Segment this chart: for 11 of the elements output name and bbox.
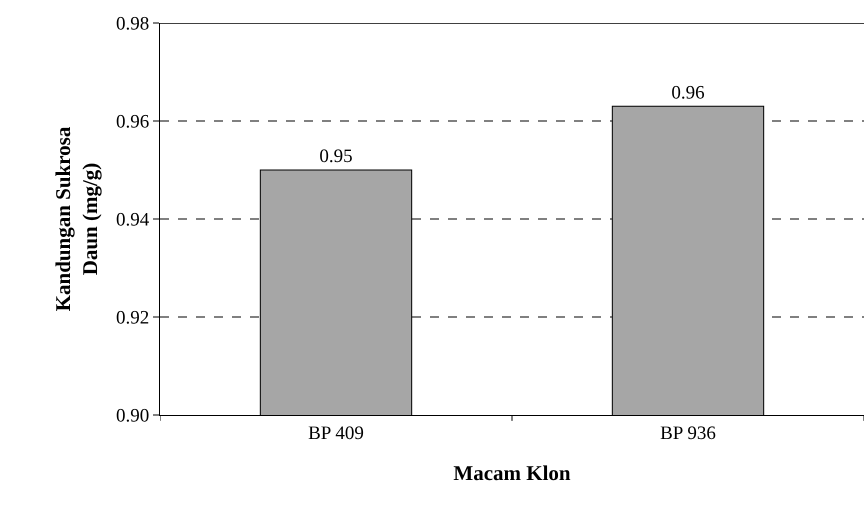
y-tick-label: 0.90	[116, 406, 150, 427]
x-tick-label: BP 409	[308, 422, 364, 444]
data-label: 0.96	[671, 82, 705, 104]
x-axis-title: Macam Klon	[453, 461, 571, 485]
y-tick-label: 0.92	[116, 308, 150, 329]
y-tick-label: 0.96	[116, 112, 150, 133]
data-label: 0.95	[319, 146, 353, 167]
y-axis-title: Kandungan Sukrosa Daun (mg/g)	[50, 126, 102, 312]
y-tick-label: 0.94	[116, 210, 150, 231]
y-tick-label: 0.98	[116, 14, 150, 35]
x-tick-label: BP 936	[660, 422, 716, 444]
